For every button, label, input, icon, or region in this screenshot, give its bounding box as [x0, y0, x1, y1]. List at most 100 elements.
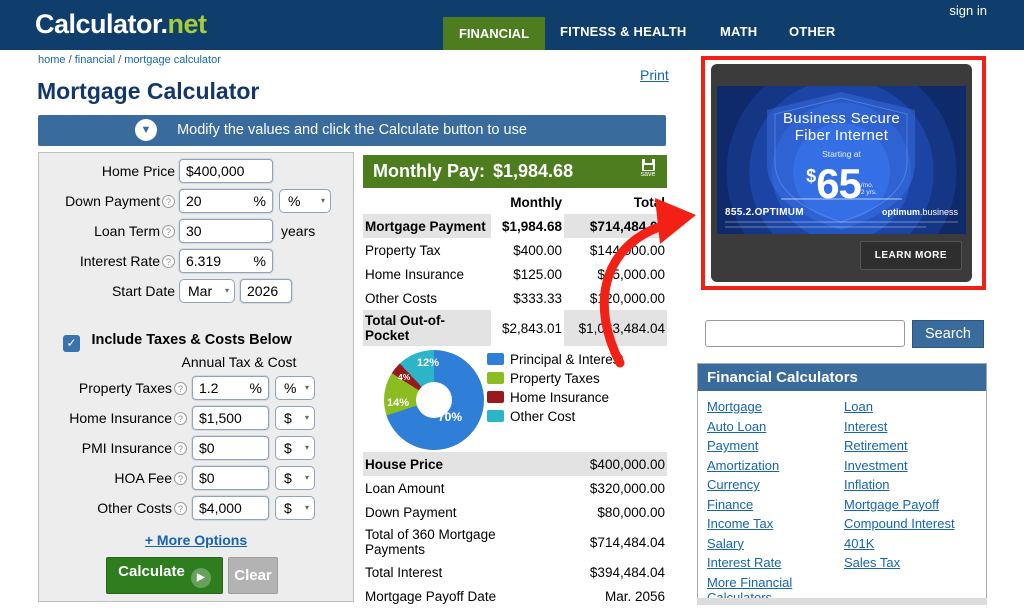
ad-currency: $	[806, 166, 817, 186]
value-cell: $400,000.00	[513, 452, 667, 476]
home-insurance-input[interactable]: $1,500	[192, 406, 269, 430]
help-icon[interactable]: ?	[174, 382, 187, 395]
top-navigation-bar: Calculator.net sign in FINANCIAL FITNESS…	[0, 0, 1024, 50]
loan-term-suffix: years	[281, 223, 316, 239]
slice-label-property-taxes: 14%	[387, 397, 410, 409]
search-button[interactable]: Search	[912, 320, 984, 348]
breadcrumb-home[interactable]: home	[38, 54, 66, 66]
clear-button[interactable]: Clear	[228, 557, 278, 594]
fincalc-link-401k[interactable]: 401K	[844, 535, 875, 551]
fincalc-link-sales-tax[interactable]: Sales Tax	[844, 555, 901, 570]
down-payment-row: Down Payment? 20% % ▾	[39, 189, 353, 215]
row-label-cell: Property Tax	[365, 242, 441, 258]
fincalc-link-inflation[interactable]: Inflation	[844, 477, 890, 492]
ad-heading-line1: Business Secure	[782, 110, 901, 127]
pmi-insurance-row: PMI Insurance? $0 $ ▾	[39, 436, 353, 462]
start-month-select[interactable]: Mar ▾	[179, 279, 235, 303]
legend-swatch-other-cost	[487, 410, 504, 422]
other-costs-input[interactable]: $4,000	[192, 496, 269, 520]
table-row: Down Payment $80,000.00	[363, 500, 667, 524]
table-header-row: Monthly Total	[363, 190, 667, 214]
table-row: Property Tax $400.00 $144,000.00	[363, 238, 667, 262]
help-icon[interactable]: ?	[174, 502, 187, 515]
help-icon[interactable]: ?	[162, 255, 175, 268]
mortgage-form-panel: Home Price $400,000 Down Payment? 20% % ▾…	[38, 152, 354, 602]
help-icon[interactable]: ?	[174, 472, 187, 485]
fincalc-link-interest[interactable]: Interest	[844, 418, 888, 434]
home-price-input[interactable]: $400,000	[179, 159, 273, 183]
fincalc-link-salary[interactable]: Salary	[707, 535, 744, 551]
chevron-down-icon: ▾	[304, 443, 309, 452]
nav-tab-fitness-health[interactable]: FITNESS & HEALTH	[560, 24, 687, 39]
play-icon: ▶	[190, 568, 211, 588]
fincalc-link-retirement[interactable]: Retirement	[844, 438, 908, 453]
breadcrumb-separator: /	[68, 54, 72, 66]
nav-tab-financial[interactable]: FINANCIAL	[443, 17, 545, 50]
collapse-circle-icon[interactable]: ▼	[135, 119, 157, 141]
monthly-pay-header: Monthly Pay: $1,984.68 save	[363, 155, 667, 188]
ad-per-term: 2 yrs.	[860, 189, 877, 196]
sign-in-link[interactable]: sign in	[949, 3, 987, 18]
fincalc-link-auto-loan[interactable]: Auto Loan	[707, 418, 767, 434]
pmi-insurance-input[interactable]: $0	[192, 436, 269, 460]
include-taxes-label: Include Taxes & Costs Below	[91, 332, 292, 348]
fincalc-link-currency[interactable]: Currency	[707, 477, 760, 492]
value-cell: $80,000.00	[597, 504, 665, 520]
other-costs-row: Other Costs? $4,000 $ ▾	[39, 496, 353, 522]
fincalc-link-mortgage[interactable]: Mortgage	[707, 399, 762, 414]
calculate-button[interactable]: Calculate ▶	[106, 557, 223, 594]
monthly-cell: $1,984.68	[501, 218, 563, 234]
property-taxes-input[interactable]: 1.2%	[192, 376, 269, 400]
help-icon[interactable]: ?	[162, 195, 175, 208]
more-options-link[interactable]: + More Options	[144, 532, 248, 548]
home-insurance-unit-select[interactable]: $ ▾	[275, 406, 315, 430]
help-icon[interactable]: ?	[174, 412, 187, 425]
fincalc-link-investment[interactable]: Investment	[844, 457, 908, 473]
hoa-fee-input[interactable]: $0	[192, 466, 269, 490]
pmi-insurance-unit-select[interactable]: $ ▾	[275, 436, 315, 460]
print-link[interactable]: Print	[640, 67, 669, 83]
property-taxes-unit-select[interactable]: % ▾	[275, 376, 315, 400]
site-logo[interactable]: Calculator.net	[35, 9, 207, 40]
fincalc-link-loan[interactable]: Loan	[844, 399, 873, 414]
fincalc-link-interest-rate[interactable]: Interest Rate	[707, 555, 782, 570]
help-icon[interactable]: ?	[162, 225, 175, 238]
ad-creative: Business Secure Fiber Internet Starting …	[717, 86, 966, 234]
property-taxes-label: Property Taxes?	[39, 380, 187, 396]
annual-tax-cost-header: Annual Tax & Cost	[181, 354, 297, 370]
start-year-input[interactable]: 2026	[240, 279, 292, 303]
fincalc-link-payment[interactable]: Payment	[707, 438, 759, 453]
value-cell: $320,000.00	[589, 480, 665, 496]
down-payment-input[interactable]: 20%	[179, 189, 273, 213]
save-icon[interactable]: save	[637, 159, 659, 178]
search-input[interactable]	[705, 320, 905, 347]
ad-price-amount: 65	[816, 160, 862, 207]
loan-term-row: Loan Term? 30 years	[39, 219, 353, 245]
fincalc-link-income-tax[interactable]: Income Tax	[707, 516, 774, 531]
learn-more-button[interactable]: LEARN MORE	[859, 241, 962, 270]
hoa-fee-unit-select[interactable]: $ ▾	[275, 466, 315, 490]
loan-term-input[interactable]: 30	[179, 219, 273, 243]
chevron-down-icon: ▾	[320, 196, 325, 205]
fine-print-line	[725, 221, 958, 223]
fincalc-link-compound-interest[interactable]: Compound Interest	[844, 516, 955, 531]
row-label-cell: Total Out-of-Pocket	[363, 310, 491, 346]
payment-breakdown-table: Monthly Total Mortgage Payment $1,984.68…	[363, 190, 667, 346]
breadcrumb-financial[interactable]: financial	[74, 54, 116, 66]
breadcrumb-mortgage-calculator[interactable]: mortgage calculator	[124, 54, 221, 66]
fincalc-link-amortization[interactable]: Amortization	[707, 457, 780, 473]
slice-label-other-cost: 12%	[417, 357, 440, 369]
other-costs-unit-select[interactable]: $ ▾	[275, 496, 315, 520]
include-taxes-checkbox[interactable]: ✓	[63, 335, 80, 352]
help-icon[interactable]: ?	[174, 442, 187, 455]
nav-tab-math[interactable]: MATH	[720, 24, 758, 39]
property-taxes-row: Property Taxes? 1.2% % ▾	[39, 376, 353, 402]
down-payment-unit-select[interactable]: % ▾	[279, 189, 331, 213]
advertisement[interactable]: Business Secure Fiber Internet Starting …	[711, 64, 972, 282]
breadcrumb-separator: /	[118, 54, 122, 66]
nav-tab-other[interactable]: OTHER	[789, 24, 836, 39]
interest-rate-input[interactable]: 6.319%	[179, 249, 273, 273]
fincalc-link-finance[interactable]: Finance	[707, 496, 754, 512]
total-column-header: Total	[633, 194, 665, 210]
fincalc-link-mortgage-payoff[interactable]: Mortgage Payoff	[844, 496, 940, 512]
